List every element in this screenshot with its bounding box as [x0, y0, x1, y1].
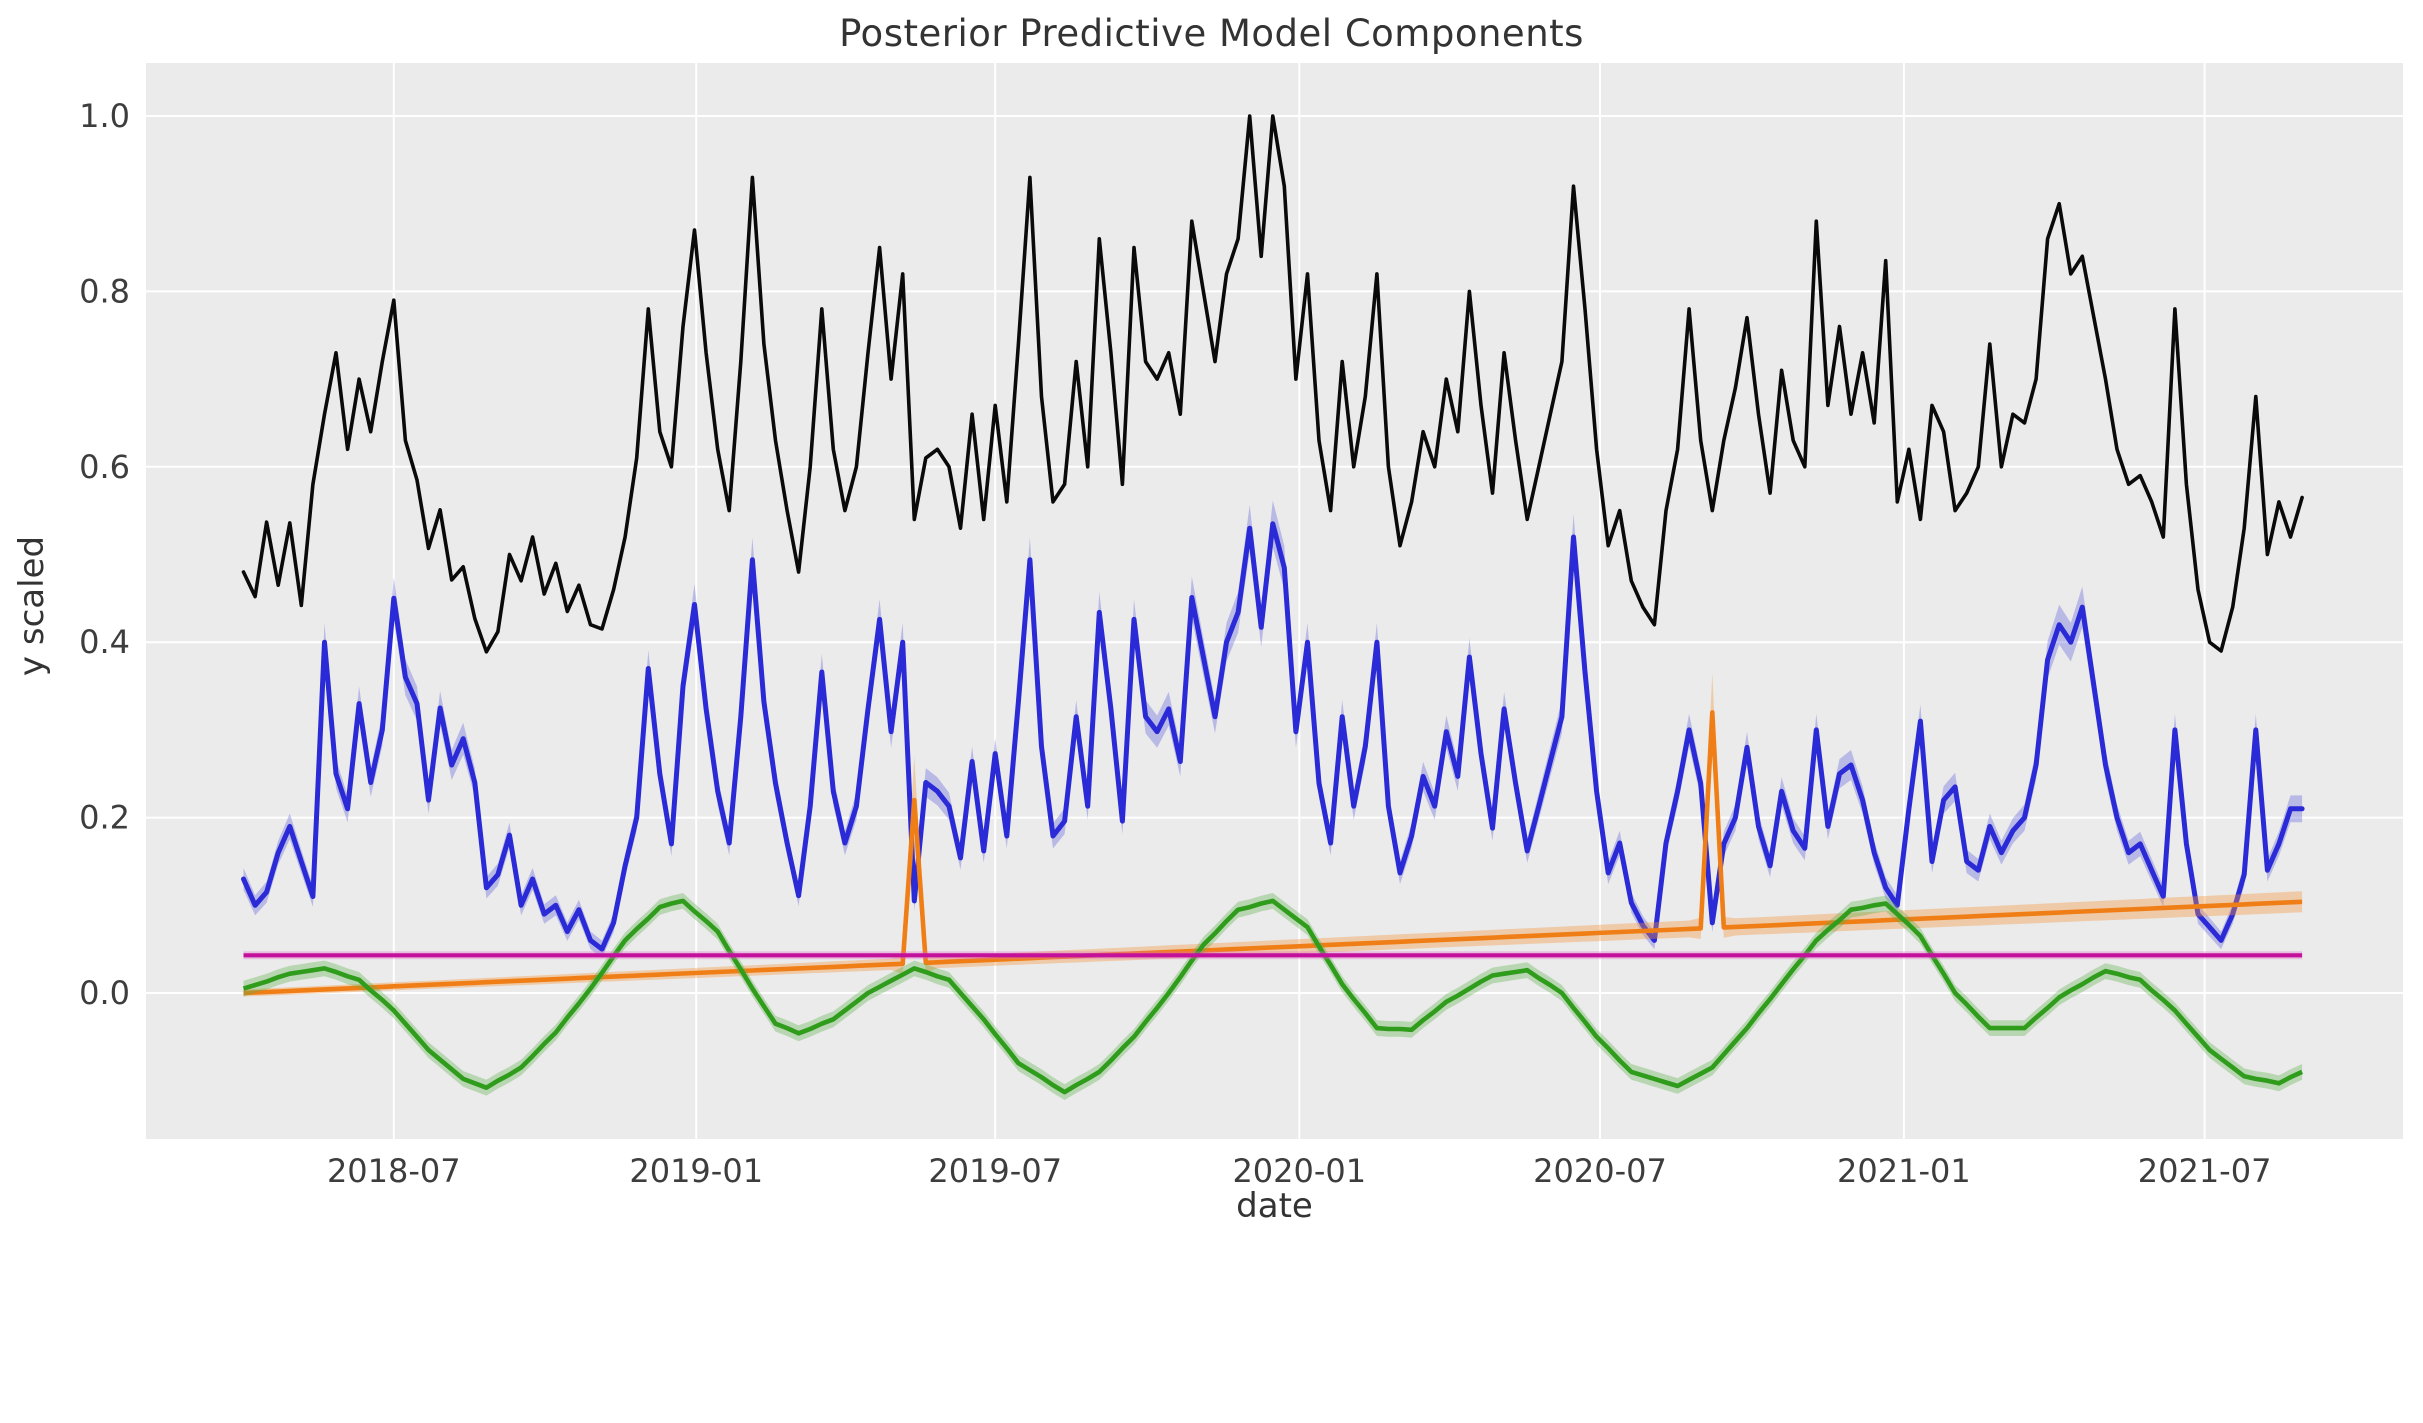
y-scaled-line: [241, 114, 2304, 654]
svg-text:0.8: 0.8: [79, 272, 130, 310]
svg-text:2019-07: 2019-07: [928, 1152, 1062, 1190]
fourier-mean-line: [242, 898, 2304, 1095]
svg-text:2019-01: 2019-01: [629, 1152, 763, 1190]
svg-text:2021-07: 2021-07: [2138, 1152, 2272, 1190]
channel-mean-line: [241, 521, 2305, 952]
svg-text:2018-07: 2018-07: [327, 1152, 461, 1190]
svg-text:1.0: 1.0: [79, 97, 130, 135]
y-tick-labels: 0.0 0.2 0.4 0.6 0.8 1.0: [79, 97, 130, 1012]
svg-text:0.6: 0.6: [79, 448, 130, 486]
y-axis-label: y scaled: [12, 535, 52, 677]
control-mean-line: [243, 710, 2303, 996]
grid: [146, 63, 2403, 1139]
x-tick-labels: 2018-07 2019-01 2019-07 2020-01 2020-07 2021-…: [327, 1152, 2272, 1190]
svg-text:2021-01: 2021-01: [1837, 1152, 1971, 1190]
svg-text:0.2: 0.2: [79, 799, 130, 837]
plot-area: [146, 63, 2403, 1139]
svg-text:2020-07: 2020-07: [1533, 1152, 1667, 1190]
svg-text:0.4: 0.4: [79, 623, 130, 661]
legend: 94% HDI (channel_contribution) 94% HDI (…: [0, 1262, 2423, 1412]
svg-text:0.0: 0.0: [79, 974, 130, 1012]
x-axis-label: date: [1236, 1186, 1313, 1226]
chart-title: Posterior Predictive Model Components: [839, 12, 1584, 55]
svg-text:2020-01: 2020-01: [1232, 1152, 1366, 1190]
